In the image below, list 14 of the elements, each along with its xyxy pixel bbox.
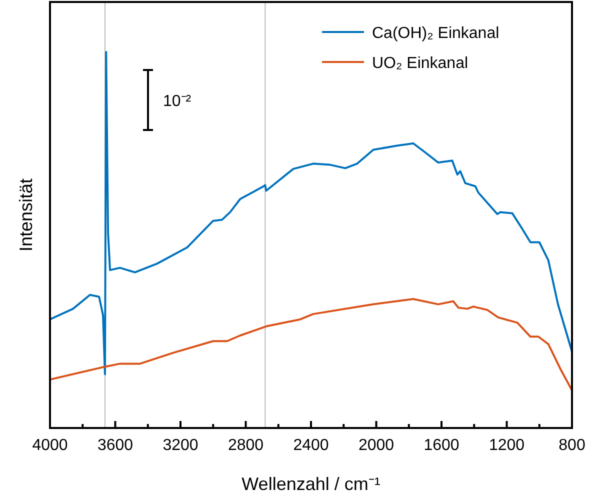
annotation: 10⁻²: [163, 93, 192, 110]
x-axis-title: Wellenzahl / cm⁻¹: [242, 474, 380, 494]
legend-label: UO₂ Einkanal: [372, 55, 468, 72]
x-tick-label: 2000: [358, 437, 394, 454]
x-tick-label: 3600: [97, 437, 134, 454]
x-tick-label: 4000: [32, 437, 68, 454]
y-axis-title: Intensität: [16, 178, 36, 252]
x-tick-label: 2800: [228, 437, 264, 454]
x-tick-label: 2400: [293, 437, 329, 454]
x-tick-label: 3200: [162, 437, 198, 454]
x-tick-label: 1600: [424, 437, 460, 454]
x-tick-label: 1200: [488, 437, 525, 454]
legend-label: Ca(OH)₂ Einkanal: [372, 25, 500, 42]
x-tick-label: 800: [558, 437, 586, 454]
